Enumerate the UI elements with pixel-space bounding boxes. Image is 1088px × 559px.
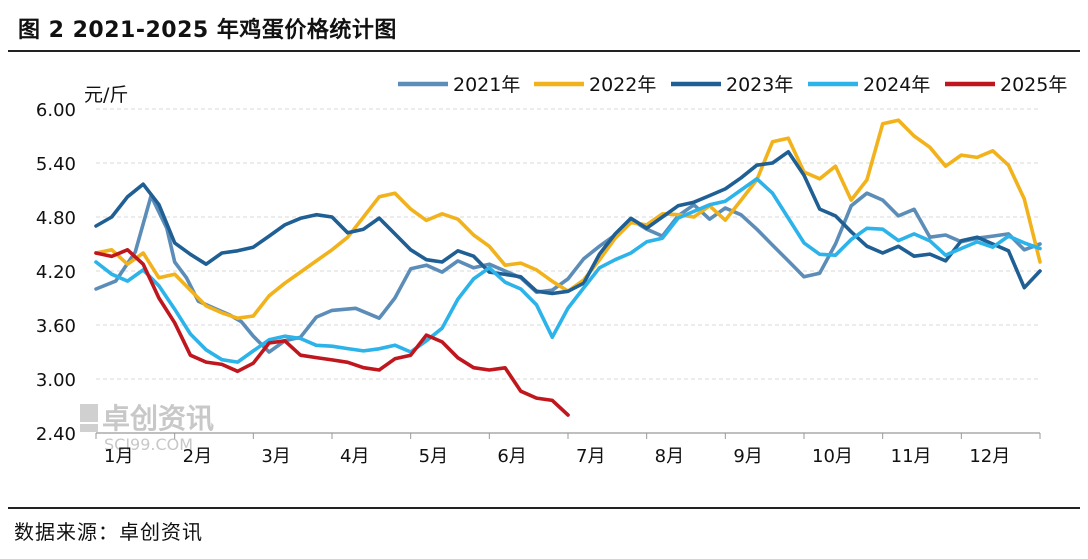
y-tick-label: 3.00 — [36, 370, 76, 391]
x-tick-label: 10月 — [812, 446, 853, 467]
x-tick-label: 12月 — [969, 446, 1010, 467]
y-tick-label: 4.80 — [36, 208, 76, 229]
price-line-chart: 卓创资讯 SCI99.COM 6.00 5.40 4.80 4.20 3.60 3.00 2… — [36, 74, 1067, 467]
series-line-2023年 — [94, 150, 1042, 296]
y-tick-label: 2.40 — [36, 424, 76, 445]
legend: 2021年 2022年 2023年 2024年 2025年 — [398, 74, 1067, 96]
y-tick-label: 4.20 — [36, 262, 76, 283]
series-lines — [94, 118, 1042, 417]
source-note: 数据来源：卓创资讯 — [14, 520, 203, 544]
chart-area: 卓创资讯 SCI99.COM 6.00 5.40 4.80 4.20 3.60 3.00 2… — [0, 52, 1088, 502]
y-tick-label: 3.60 — [36, 316, 76, 337]
series-line-2024年 — [94, 177, 1042, 364]
title-bar: 图 2 2021-2025 年鸡蛋价格统计图 — [8, 0, 1080, 52]
x-tick-label: 8月 — [655, 446, 684, 467]
x-tick-label: 6月 — [497, 446, 526, 467]
x-tick-label: 5月 — [419, 446, 448, 467]
series-line-2025年 — [94, 248, 570, 417]
legend-label: 2022年 — [589, 74, 656, 96]
x-tick-label: 11月 — [891, 446, 932, 467]
y-tick-label: 5.40 — [36, 154, 76, 175]
y-axis: 6.00 5.40 4.80 4.20 3.60 3.00 2.40 — [36, 100, 76, 445]
grid-lines — [96, 108, 1040, 380]
x-tick-label: 3月 — [261, 446, 290, 467]
legend-label: 2025年 — [1000, 74, 1067, 96]
x-tick-label: 2月 — [183, 446, 212, 467]
x-tick-label: 1月 — [104, 446, 133, 467]
series-line-2022年 — [94, 118, 1042, 320]
watermark-cn: 卓创资讯 — [102, 402, 214, 435]
legend-label: 2023年 — [726, 74, 793, 96]
x-tick-label: 9月 — [733, 446, 762, 467]
watermark-en: SCI99.COM — [104, 435, 193, 454]
legend-label: 2024年 — [863, 74, 930, 96]
y-tick-label: 6.00 — [36, 100, 76, 121]
page-title: 图 2 2021-2025 年鸡蛋价格统计图 — [18, 18, 397, 43]
y-axis-unit: 元/斤 — [84, 84, 128, 106]
legend-label: 2021年 — [453, 74, 520, 96]
x-tick-label: 7月 — [576, 446, 605, 467]
footer-divider — [8, 507, 1080, 509]
series-line-2021年 — [94, 191, 1042, 354]
x-tick-label: 4月 — [340, 446, 369, 467]
watermark-logo: 卓创资讯 SCI99.COM — [80, 402, 214, 454]
x-axis: 1月 2月 3月 4月 5月 6月 7月 8月 9月 10月 11月 12月 — [95, 432, 1041, 467]
